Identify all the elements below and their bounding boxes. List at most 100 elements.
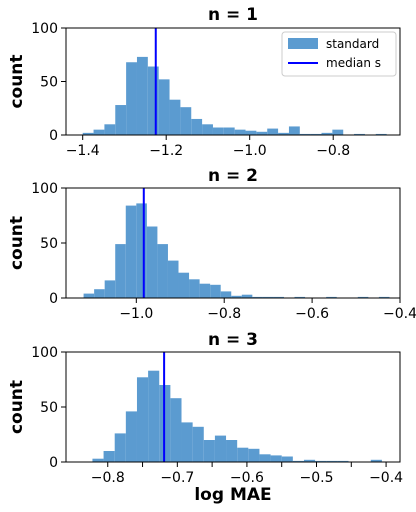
y-tick-label: 50 — [40, 75, 58, 91]
histogram-bar — [337, 460, 349, 462]
histogram-bar — [82, 132, 94, 135]
histogram-bar — [310, 133, 322, 135]
histogram-bar — [226, 440, 238, 462]
y-tick-label: 0 — [49, 128, 58, 144]
y-axis-label: count — [7, 54, 27, 108]
histogram-bar — [262, 296, 274, 298]
histogram-bar — [292, 460, 304, 462]
x-tick-label: −0.4 — [369, 470, 403, 486]
histogram-bar — [354, 133, 365, 135]
histogram-bar — [303, 459, 316, 462]
histogram-bar — [104, 124, 116, 135]
histogram-bar — [146, 226, 158, 298]
histogram-bar — [270, 455, 282, 462]
histogram-bar — [370, 459, 382, 462]
y-tick-label: 100 — [31, 181, 58, 197]
subplot-3: 0 50 100 −0.8 −0.7 −0.6 −0.5 −0.4 n = 3 count log … — [7, 330, 403, 505]
histogram-bar — [158, 79, 170, 135]
histogram-bar — [180, 107, 192, 135]
y-tick-label: 0 — [49, 291, 58, 307]
histogram-bar — [241, 294, 253, 298]
histogram-bar — [94, 289, 105, 298]
histogram-bar — [191, 118, 203, 135]
x-tick-label: −1.2 — [149, 143, 183, 159]
histogram-bar — [148, 370, 160, 462]
subplot-title: n = 1 — [208, 5, 258, 25]
x-tick-label: −1.4 — [66, 143, 100, 159]
histogram-bar — [167, 260, 179, 298]
histogram-bar — [281, 456, 293, 462]
histogram-bar — [252, 296, 263, 298]
x-tick-label: −1.0 — [119, 306, 153, 322]
x-axis-label: log MAE — [194, 485, 271, 505]
histogram-bar — [321, 132, 333, 135]
histogram-bar — [357, 296, 369, 298]
histogram-bar — [169, 99, 181, 135]
histogram-bar — [210, 284, 221, 298]
subplot-title: n = 2 — [208, 166, 258, 186]
histogram-bar — [115, 105, 127, 135]
histogram-bar — [202, 124, 213, 135]
y-axis-label: count — [7, 380, 27, 434]
y-tick-label: 50 — [40, 400, 58, 416]
subplot-2: 0 50 100 −1.0 −0.8 −0.6 −0.4 n = 2 count — [7, 166, 416, 322]
histogram-bar — [294, 296, 306, 298]
x-tick-label: −0.8 — [316, 143, 350, 159]
histogram-bar — [157, 244, 168, 298]
subplot-title: n = 3 — [208, 330, 258, 350]
x-tick-label: −1.0 — [233, 143, 267, 159]
histogram-bar — [256, 131, 268, 135]
y-tick-label: 100 — [31, 21, 58, 37]
histogram-bar — [192, 426, 204, 462]
histogram-bar — [125, 411, 137, 462]
histogram-bar — [378, 296, 390, 298]
histogram-bar — [288, 126, 300, 135]
legend-label-median: median s — [326, 56, 381, 70]
histogram-bar — [248, 448, 260, 462]
histogram-bar — [92, 458, 104, 462]
histogram-bar — [212, 127, 224, 135]
x-tick-label: −0.6 — [230, 470, 264, 486]
x-tick-label: −0.7 — [160, 470, 194, 486]
histogram-bar — [326, 460, 338, 462]
y-tick-label: 0 — [49, 455, 58, 471]
x-tick-label: −0.4 — [383, 306, 416, 322]
x-tick-label: −0.5 — [300, 470, 334, 486]
subplot-1: 0 50 100 −1.4 −1.2 −1.0 −0.8 n = 1 count standard… — [7, 5, 401, 159]
histogram-bar — [375, 133, 387, 135]
histogram-bar — [326, 296, 337, 298]
histogram-bar — [315, 460, 327, 462]
histogram-bar — [234, 129, 246, 135]
histogram-bar — [126, 62, 137, 135]
histogram-bar — [231, 295, 242, 298]
histogram-bar — [203, 440, 215, 462]
legend-label-standard: standard — [326, 37, 379, 51]
histogram-bar — [278, 132, 289, 135]
histogram-bar — [199, 283, 211, 298]
histogram-bar — [273, 296, 284, 298]
histogram-bar — [181, 422, 193, 462]
histogram-bar — [83, 293, 95, 298]
x-tick-label: −0.8 — [207, 306, 241, 322]
histogram-bar — [125, 205, 137, 298]
x-tick-label: −0.6 — [295, 306, 329, 322]
histogram-bar — [136, 203, 147, 298]
histogram-bar — [220, 291, 232, 298]
histogram-bar — [214, 435, 227, 462]
histogram-bar — [223, 127, 235, 135]
histogram-bar — [136, 56, 148, 135]
histogram-bar — [147, 66, 159, 135]
histogram-bar — [245, 130, 257, 135]
y-tick-label: 100 — [31, 345, 58, 361]
histogram-bar — [103, 451, 115, 462]
y-tick-label: 50 — [40, 236, 58, 252]
y-axis-label: count — [7, 216, 27, 270]
legend: standard median s — [281, 31, 397, 77]
histogram-bar — [104, 280, 116, 298]
histogram-bar — [299, 133, 311, 135]
x-tick-label: −0.8 — [91, 470, 125, 486]
histogram-bar — [115, 244, 126, 298]
histogram-bar — [189, 279, 200, 298]
histogram-bar — [114, 433, 126, 462]
